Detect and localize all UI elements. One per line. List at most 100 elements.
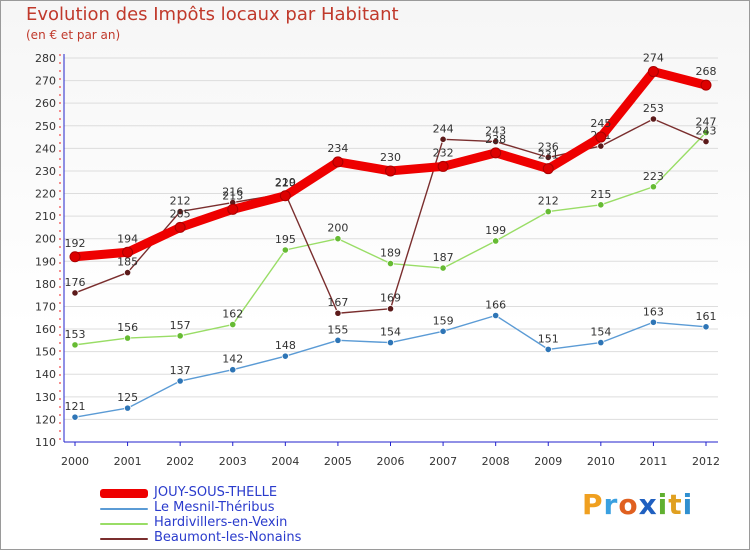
data-label: 268	[696, 65, 717, 78]
x-tick-label: 2004	[271, 455, 299, 468]
data-label: 151	[538, 332, 559, 345]
y-tick-label: 200	[35, 233, 56, 246]
data-label: 247	[696, 116, 717, 129]
y-tick-label: 280	[35, 52, 56, 65]
x-tick-label: 2012	[692, 455, 720, 468]
y-tick-label: 120	[35, 413, 56, 426]
data-point	[334, 235, 342, 243]
data-label: 185	[117, 256, 138, 269]
legend-swatch	[100, 538, 148, 540]
data-label: 230	[380, 151, 401, 164]
data-label: 199	[485, 224, 506, 237]
data-label: 142	[222, 353, 243, 366]
data-point	[334, 309, 342, 317]
x-tick-label: 2006	[377, 455, 405, 468]
data-label: 169	[380, 292, 401, 305]
y-tick-label: 250	[35, 120, 56, 133]
data-label: 154	[380, 326, 401, 339]
data-label: 245	[590, 117, 611, 130]
data-point	[649, 115, 658, 123]
data-label: 231	[538, 149, 559, 162]
data-point	[439, 135, 447, 143]
data-label: 121	[65, 400, 86, 413]
y-tick-label: 230	[35, 165, 56, 178]
data-point	[597, 201, 605, 209]
x-tick-label: 2007	[429, 455, 457, 468]
data-label: 219	[275, 176, 296, 189]
data-point	[386, 259, 395, 268]
x-tick-label: 2009	[534, 455, 562, 468]
x-tick-label: 2010	[587, 455, 615, 468]
data-point	[649, 318, 658, 326]
data-label: 243	[696, 125, 717, 138]
data-point	[123, 334, 132, 342]
logo-letter: o	[618, 488, 639, 521]
legend-label: JOUY-SOUS-THELLE	[154, 485, 278, 500]
data-label: 176	[65, 276, 86, 289]
data-point	[490, 147, 502, 159]
chart-legend: JOUY-SOUS-THELLE Le Mesnil-Théribus Hardiv…	[100, 485, 360, 546]
legend-swatch	[100, 489, 148, 498]
y-tick-label: 110	[35, 436, 56, 449]
y-tick-label: 140	[35, 368, 56, 381]
data-label: 220	[275, 177, 296, 190]
data-point	[492, 237, 500, 245]
data-label: 125	[117, 391, 138, 404]
data-label: 205	[170, 207, 191, 220]
x-tick-label: 2000	[61, 455, 89, 468]
data-label: 137	[170, 364, 191, 377]
data-point	[492, 137, 500, 146]
y-tick-label: 260	[35, 97, 56, 110]
logo-letter: x	[638, 488, 658, 521]
data-point	[176, 332, 184, 340]
data-point	[71, 289, 79, 297]
data-label: 244	[433, 122, 454, 135]
data-point	[281, 246, 289, 254]
legend-item: Le Mesnil-Théribus	[100, 500, 360, 516]
legend-swatch	[100, 508, 148, 510]
data-label: 215	[590, 188, 611, 201]
data-point	[544, 345, 552, 353]
data-point	[176, 208, 184, 216]
x-tick-label: 2001	[114, 455, 142, 468]
data-label: 153	[65, 328, 86, 341]
data-label: 154	[590, 326, 611, 339]
logo-letter: r	[603, 488, 619, 521]
data-point	[229, 366, 237, 374]
y-tick-label: 150	[35, 346, 56, 359]
data-point	[544, 153, 552, 161]
data-label: 192	[65, 237, 86, 250]
data-point	[334, 336, 342, 344]
data-point	[279, 190, 291, 202]
proxiti-logo: Proxiti	[582, 488, 693, 521]
data-label: 213	[222, 189, 243, 202]
data-label: 243	[485, 125, 506, 138]
data-label: 274	[643, 52, 664, 65]
data-label: 159	[433, 314, 454, 327]
data-label: 189	[380, 247, 401, 260]
chart-subtitle: (en € et par an)	[26, 28, 121, 42]
data-point	[649, 183, 658, 191]
y-tick-label: 210	[35, 210, 56, 223]
data-label: 223	[643, 170, 664, 183]
data-point	[702, 137, 710, 146]
data-label: 234	[327, 142, 348, 155]
data-label: 166	[485, 299, 506, 312]
data-label: 232	[433, 146, 454, 159]
data-label: 187	[433, 251, 454, 264]
legend-item: JOUY-SOUS-THELLE	[100, 485, 360, 501]
data-point	[544, 208, 552, 216]
legend-item: Beaumont-les-Nonains	[100, 530, 360, 546]
data-label: 212	[170, 195, 191, 208]
x-tick-label: 2011	[639, 455, 667, 468]
legend-label: Hardivillers-en-Vexin	[154, 515, 288, 530]
data-point	[385, 165, 396, 177]
data-label: 200	[327, 222, 348, 235]
data-label: 156	[117, 321, 138, 334]
data-label: 194	[117, 232, 138, 245]
data-point	[702, 323, 710, 331]
data-point	[595, 131, 607, 143]
logo-letter: i	[682, 488, 694, 521]
data-point	[437, 160, 449, 172]
series-line	[70, 67, 711, 262]
